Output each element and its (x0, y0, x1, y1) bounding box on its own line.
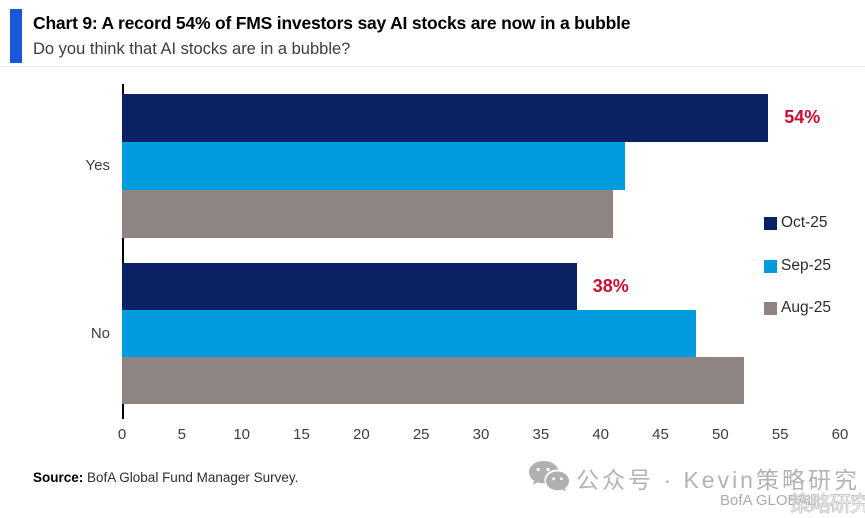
y-axis-line (122, 84, 124, 419)
x-tick-45: 45 (652, 426, 669, 443)
x-tick-10: 10 (233, 426, 250, 443)
header-divider (0, 66, 865, 67)
x-tick-55: 55 (771, 426, 789, 443)
bar-no-aug-25 (122, 357, 744, 404)
x-tick-30: 30 (472, 426, 490, 443)
bar-yes-sep-25 (122, 142, 625, 190)
bar-no-sep-25 (122, 310, 696, 357)
legend-item-sep-25: Sep-25 (764, 257, 831, 275)
x-tick-5: 5 (177, 426, 186, 443)
x-tick-15: 15 (293, 426, 310, 443)
legend-item-oct-25: Oct-25 (764, 214, 828, 232)
chart-subtitle: Do you think that AI stocks are in a bub… (33, 40, 351, 58)
legend-swatch-sep-25 (764, 259, 777, 273)
watermark-text: 公众号 · Kevin策略研究 (576, 467, 860, 493)
chart-title: Chart 9: A record 54% of FMS investors s… (33, 13, 631, 33)
watermark-subtext: BofA GLOBAL (720, 492, 816, 509)
data-label-54pct: 54% (784, 107, 821, 127)
x-tick-0: 0 (117, 426, 127, 443)
legend-label-aug-25: Aug-25 (781, 299, 831, 316)
legend-swatch-aug-25 (764, 301, 777, 315)
category-label-no: No (90, 324, 110, 342)
chart-header: Chart 9: A record 54% of FMS investors s… (0, 0, 865, 67)
source-label: Source: (33, 470, 84, 485)
bar-chart: Yes No 54% 38% 0 5 10 15 20 25 30 35 40 45 50 55 60 Oct-2… (85, 84, 849, 443)
legend-label-oct-25: Oct-25 (781, 214, 828, 231)
bar-yes-oct-25 (122, 94, 768, 142)
legend-swatch-oct-25 (764, 216, 777, 230)
source-note: Source: BofA Global Fund Manager Survey. (33, 470, 298, 485)
x-tick-25: 25 (412, 426, 430, 443)
wechat-watermark: 公众号 · Kevin策略研究 (528, 460, 860, 496)
title-accent-bar (10, 9, 22, 63)
x-tick-40: 40 (592, 426, 609, 443)
x-tick-20: 20 (352, 426, 370, 443)
bar-no-oct-25 (122, 263, 577, 310)
wechat-icon (529, 461, 569, 492)
legend-item-aug-25: Aug-25 (764, 299, 831, 317)
watermark-stamp: 策略研究 (790, 493, 865, 517)
x-tick-50: 50 (711, 426, 729, 443)
bar-yes-aug-25 (122, 190, 613, 238)
data-label-38pct: 38% (592, 275, 629, 296)
category-label-yes: Yes (85, 157, 110, 174)
legend-label-sep-25: Sep-25 (781, 257, 831, 274)
source-text: BofA Global Fund Manager Survey. (83, 470, 299, 485)
x-tick-60: 60 (831, 426, 849, 443)
x-tick-35: 35 (532, 426, 550, 443)
